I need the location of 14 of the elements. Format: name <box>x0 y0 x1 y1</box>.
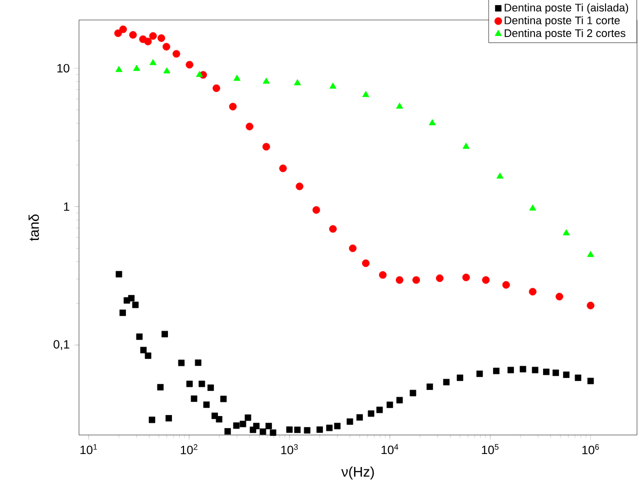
x-tick-label: 10$^{4}$ <box>382 444 398 454</box>
legend-label: Dentina poste Ti (aislada) <box>504 3 628 14</box>
x-tick-label: 10$^{6}$ <box>582 444 599 454</box>
x-tick-label: 10$^{2}$ <box>180 444 198 454</box>
y-tick-label: 0,1 <box>54 340 70 350</box>
x-tick-label: 10$^{1}$ <box>80 444 97 454</box>
x-axis-title: ν(Hz) <box>341 466 374 480</box>
x-tick-label: 10$^{3}$ <box>281 444 298 454</box>
legend-label: Dentina poste Ti 1 corte <box>504 16 620 26</box>
legend-label: Dentina poste Ti 2 cortes <box>504 28 626 40</box>
y-axis-title: tanδ <box>28 214 39 241</box>
x-tick-label: 10$^{5}$ <box>482 444 499 454</box>
y-tick-label: 10 <box>57 64 70 72</box>
y-tick-label: 1 <box>64 202 70 211</box>
